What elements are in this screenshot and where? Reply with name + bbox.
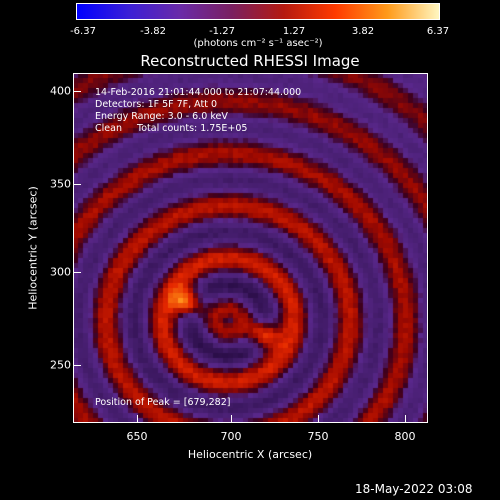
image-frame — [73, 73, 428, 423]
x-tick-label: 800 — [394, 430, 416, 443]
y-tick-label: 350 — [50, 177, 71, 191]
y-axis-label: Heliocentric Y (arcsec) — [26, 186, 40, 310]
colorbar-units: (photons cm⁻² s⁻¹ asec⁻²) — [193, 38, 323, 49]
colorbar-tick: -1.27 — [209, 26, 235, 37]
x-axis-label: Heliocentric X (arcsec) — [187, 448, 313, 461]
colorbar — [76, 3, 440, 20]
y-tick-label: 300 — [50, 265, 71, 279]
colorbar-tick: 3.82 — [351, 26, 375, 37]
image-title: Reconstructed RHESSI Image — [140, 52, 360, 70]
x-tick-label: 700 — [220, 430, 242, 443]
timestamp: 18-May-2022 03:08 — [355, 482, 473, 496]
x-tick-label: 750 — [307, 430, 329, 443]
y-tick-label: 250 — [50, 358, 71, 372]
rhessi-image — [73, 73, 428, 423]
detectors-text: Detectors: 1F 5F 7F, Att 0 — [95, 99, 218, 110]
colorbar-tick: -6.37 — [70, 26, 96, 37]
peak-position-text: Position of Peak = [679,282] — [95, 397, 231, 408]
time-range-text: 14-Feb-2016 21:01:44.000 to 21:07:44.000 — [95, 87, 302, 98]
x-tick-label: 650 — [126, 430, 148, 443]
colorbar-tick: 6.37 — [426, 26, 450, 37]
colorbar-tick: -3.82 — [140, 26, 166, 37]
counts-text: Clean Total counts: 1.75E+05 — [95, 123, 248, 134]
y-tick-label: 400 — [50, 84, 71, 98]
colorbar-tick: 1.27 — [282, 26, 306, 37]
energy-range-text: Energy Range: 3.0 - 6.0 keV — [95, 111, 228, 122]
